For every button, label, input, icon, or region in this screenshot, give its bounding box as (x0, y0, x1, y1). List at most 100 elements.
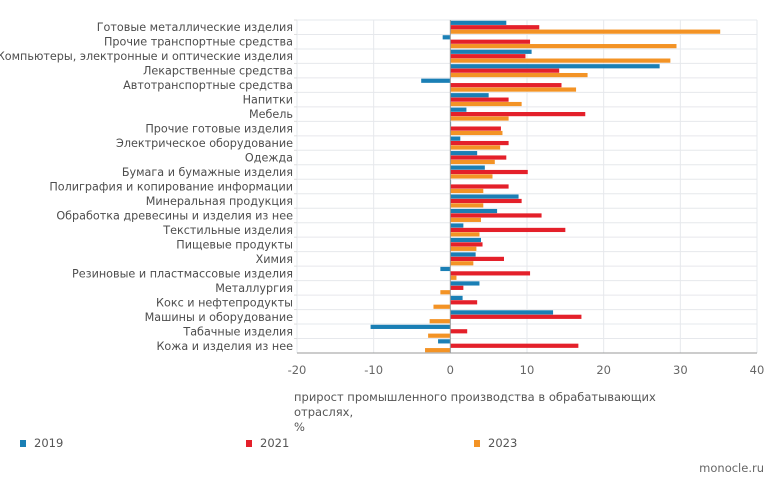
bar-2021 (450, 314, 582, 319)
bar-2021 (450, 155, 507, 160)
category-label: Пищевые продукты (176, 238, 293, 251)
bar-2023 (450, 246, 477, 251)
bar-2023 (425, 348, 451, 353)
bar-2023 (450, 58, 671, 63)
bar-2023 (450, 29, 721, 34)
category-label: Мебель (249, 108, 293, 121)
grid (296, 19, 758, 354)
bar-2019 (421, 78, 451, 83)
category-label: Табачные изделия (182, 325, 293, 338)
bar-2019 (450, 49, 532, 54)
bar-2023 (450, 87, 577, 92)
bar-2023 (450, 145, 501, 150)
bar-2021 (450, 242, 483, 247)
bar-2023 (440, 290, 451, 295)
category-label: Автотранспортные средства (123, 79, 293, 92)
category-label: Прочие готовые изделия (145, 123, 293, 136)
bar-2021 (450, 285, 464, 290)
category-label: Кокс и нефтепродукты (156, 296, 293, 309)
category-label: Электрическое оборудование (116, 137, 293, 150)
legend-label-2019: 2019 (34, 436, 64, 450)
bar-2023 (428, 333, 451, 338)
bar-2019 (450, 136, 461, 141)
legend-label-2023: 2023 (488, 436, 518, 450)
bar-2023 (450, 159, 495, 165)
bar-2023 (450, 101, 522, 107)
category-label: Бумага и бумажные изделия (122, 166, 293, 179)
bar-2019 (450, 295, 463, 301)
legend-swatch-2019 (20, 439, 26, 447)
x-tick-label: 40 (750, 363, 765, 377)
bar-2019 (450, 151, 478, 156)
legend-item-2021[interactable]: 2021 (246, 436, 289, 450)
bar-2023 (450, 203, 484, 208)
bar-2021 (450, 213, 542, 218)
category-labels: Готовые металлические изделия Прочие тран… (0, 19, 297, 353)
category-label: Машины и оборудование (145, 311, 293, 324)
source-credit: monocle.ru (699, 461, 764, 475)
bar-2023 (450, 72, 588, 78)
category-label: Резиновые и пластмассовые изделия (72, 267, 293, 280)
legend: 2019 2021 2023 (0, 436, 784, 452)
legend-item-2023[interactable]: 2023 (474, 436, 517, 450)
bar-2021 (450, 198, 522, 204)
bar-2021 (450, 169, 528, 175)
bar-2023 (450, 261, 474, 266)
category-label: Напитки (243, 94, 293, 107)
bar-2021 (450, 97, 509, 102)
x-axis-title-line1: прирост промышленного производства в обр… (294, 390, 656, 419)
category-label: Одежда (245, 152, 293, 165)
bar-2019 (370, 324, 451, 329)
bar-2019 (442, 35, 451, 40)
category-label: Металлургия (215, 282, 293, 295)
bar-2019 (450, 194, 519, 199)
bar-2023 (450, 174, 493, 179)
bar-2021 (450, 256, 504, 261)
x-axis-title: прирост промышленного производства в обр… (294, 390, 714, 435)
category-label: Прочие транспортные средства (104, 36, 293, 49)
bar-2023 (450, 44, 677, 49)
bar-2019 (450, 165, 485, 170)
category-label: Полиграфия и копирование информации (49, 181, 293, 194)
bar-2019 (450, 64, 660, 69)
bar-2021 (450, 300, 478, 305)
category-label: Текстильные изделия (162, 224, 293, 237)
bar-2021 (450, 83, 562, 88)
legend-item-2019[interactable]: 2019 (20, 436, 63, 450)
legend-swatch-2023 (474, 439, 480, 447)
bar-2023 (450, 275, 457, 280)
x-tick-label: 0 (447, 363, 454, 377)
bar-2023 (450, 188, 484, 194)
legend-label-2021: 2021 (260, 436, 290, 450)
bar-2019 (450, 310, 554, 315)
bar-2023 (450, 217, 481, 222)
bar-2023 (450, 130, 503, 136)
bar-2021 (450, 184, 509, 189)
bar-2021 (450, 25, 540, 30)
bar-2023 (429, 319, 451, 324)
x-tick-label: 30 (673, 363, 688, 377)
category-label: Лекарственные средства (143, 65, 293, 78)
bar-2019 (450, 93, 489, 98)
bar-2019 (450, 237, 481, 243)
category-label: Минеральная продукция (146, 195, 293, 208)
category-label: Компьютеры, электронные и оптические изд… (0, 50, 293, 63)
bar-2021 (450, 68, 560, 73)
x-tick-label: -20 (288, 363, 307, 377)
bar-2019 (450, 107, 467, 112)
bar-2019 (440, 266, 451, 272)
category-label: Готовые металлические изделия (97, 21, 293, 34)
bar-2021 (450, 227, 566, 233)
bar-2019 (450, 20, 507, 25)
category-label: Кожа и изделия из нее (156, 340, 293, 353)
x-tick-label: 20 (596, 363, 611, 377)
bar-2021 (450, 329, 468, 334)
bars (370, 20, 721, 353)
x-axis: -20 -10 0 10 20 30 40 (288, 20, 765, 377)
bar-2021 (450, 343, 579, 348)
bar-2023 (450, 232, 480, 237)
bar-2019 (450, 208, 498, 214)
x-tick-label: 10 (520, 363, 535, 377)
bar-2021 (450, 271, 531, 276)
x-axis-title-line2: % (294, 420, 305, 434)
